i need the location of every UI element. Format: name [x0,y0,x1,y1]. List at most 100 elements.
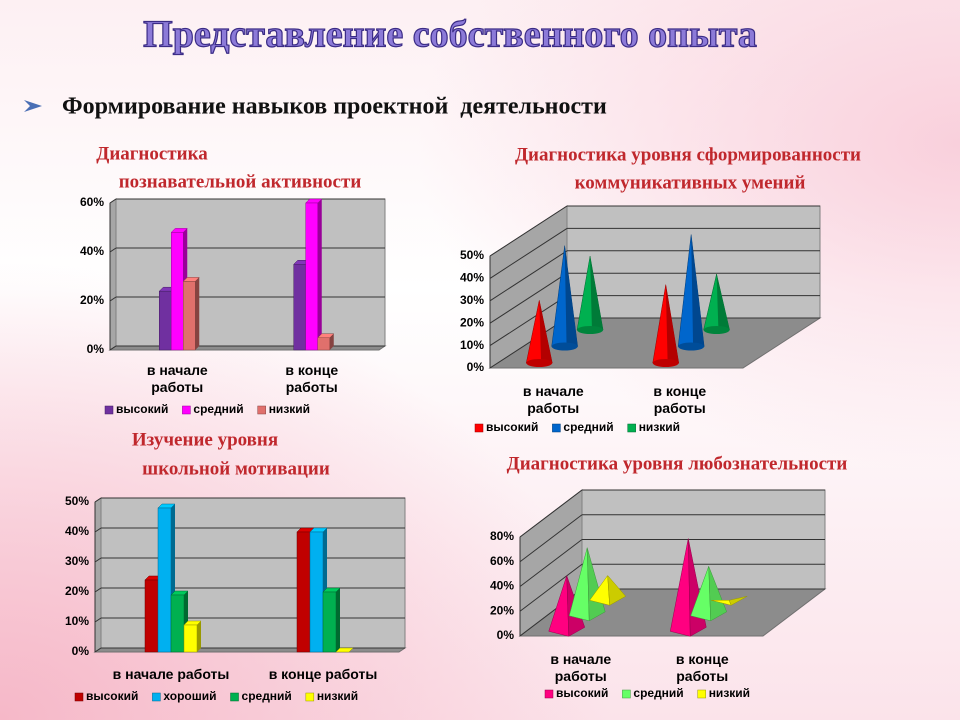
cone-shade [691,234,705,351]
x-tick-label: в начале работы [112,666,230,682]
x-tick-label: в конце работы [675,651,729,684]
bar [296,531,311,653]
cone [576,256,604,334]
chart-title: Изучение уровня [132,429,278,450]
legend-marker [182,405,191,415]
grid-line-side [489,227,568,279]
y-tick-label: 10% [65,614,89,628]
y-tick-label: 50% [460,248,484,262]
legend-label: высокий [486,420,538,434]
chart-title: познавательной активности [119,171,362,192]
pyramid-right [607,574,627,606]
y-tick-label: 0% [72,644,90,658]
legend-label: средний [242,689,292,703]
legend-label: средний [563,420,613,434]
y-tick-label: 20% [490,603,514,617]
pyramid [711,596,748,606]
bar [305,202,318,351]
cone [677,234,705,351]
bullet-arrow [24,100,42,112]
legend-label: низкий [709,686,750,700]
legend-label: средний [193,402,243,416]
legend-marker [230,692,239,702]
x-tick-label: в конце работы [653,383,707,416]
legend-marker [627,423,636,433]
legend-label: высокий [86,689,138,703]
floor [108,345,387,351]
bar [170,594,185,653]
slide-title: Представление собственного опыта [143,14,757,56]
x-tick-label: в начале работы [522,383,584,416]
legend-label: хороший [163,689,216,703]
grid-line-side [94,497,102,503]
cone-shade [665,284,679,367]
grid-line-side [109,345,117,351]
grid-line-side [489,205,568,257]
legend-marker [104,405,114,415]
cone [551,245,578,351]
y-tick-label: 60% [80,195,104,209]
y-tick-label: 0% [467,360,485,374]
legend-marker [257,405,266,415]
slide-subtitle: Формирование навыков проектной деятельно… [62,94,607,120]
bar-side [317,199,322,350]
chart-title: Диагностика уровня любознательности [507,453,848,474]
y-tick-label: 40% [80,244,104,258]
bar-side [197,621,201,652]
grid-line-side [94,617,102,623]
bar [171,232,184,351]
y-tick-label: 40% [65,524,89,538]
bar [183,281,196,351]
pyramid-right [708,566,728,622]
bar [183,624,198,653]
cone-base [703,326,730,334]
chart-title: Диагностика [96,143,208,164]
legend-marker [622,689,631,699]
chart-title: школьной мотивации [142,458,330,479]
x-tick-label: в конце работы [285,362,339,395]
legend-marker [697,689,706,699]
grid-line-side [489,295,568,347]
legend-label: высокий [556,686,608,700]
x-tick-label: в начале работы [550,651,612,684]
y-tick-label: 10% [460,338,484,352]
bar [293,264,306,351]
cone-base [526,359,553,367]
cone-shade [539,300,553,367]
y-tick-label: 40% [460,271,484,285]
cone-base [577,326,604,334]
side-wall [109,198,117,351]
grid-line-side [489,272,568,324]
y-tick-label: 20% [460,315,484,329]
legend-marker [305,692,315,702]
grid-line-side [519,563,583,612]
grid-line-side [109,198,117,204]
grid-line-side [489,250,568,302]
x-tick-label: в конце работы [268,666,378,682]
grid-line-side [109,247,117,253]
bar [322,591,337,653]
y-tick-label: 20% [80,293,104,307]
y-tick-label: 20% [65,584,89,598]
legend-label: низкий [639,420,680,434]
legend-label: высокий [116,402,168,416]
y-tick-label: 60% [490,554,514,568]
y-tick-label: 50% [65,494,89,508]
cone-shade [564,245,578,351]
pyramid-right [728,596,748,606]
y-tick-label: 80% [490,529,514,543]
bar-side [329,333,334,350]
grid-line-side [94,557,102,563]
bar [159,290,172,351]
grid-line-side [94,647,102,653]
legend-label: низкий [317,689,358,703]
legend-marker [474,423,484,433]
cone [652,284,680,367]
chart-title: коммуникативных умений [575,172,806,193]
legend-label: низкий [269,402,310,416]
bar [309,531,324,653]
y-tick-label: 30% [460,293,484,307]
side-wall [94,497,102,653]
